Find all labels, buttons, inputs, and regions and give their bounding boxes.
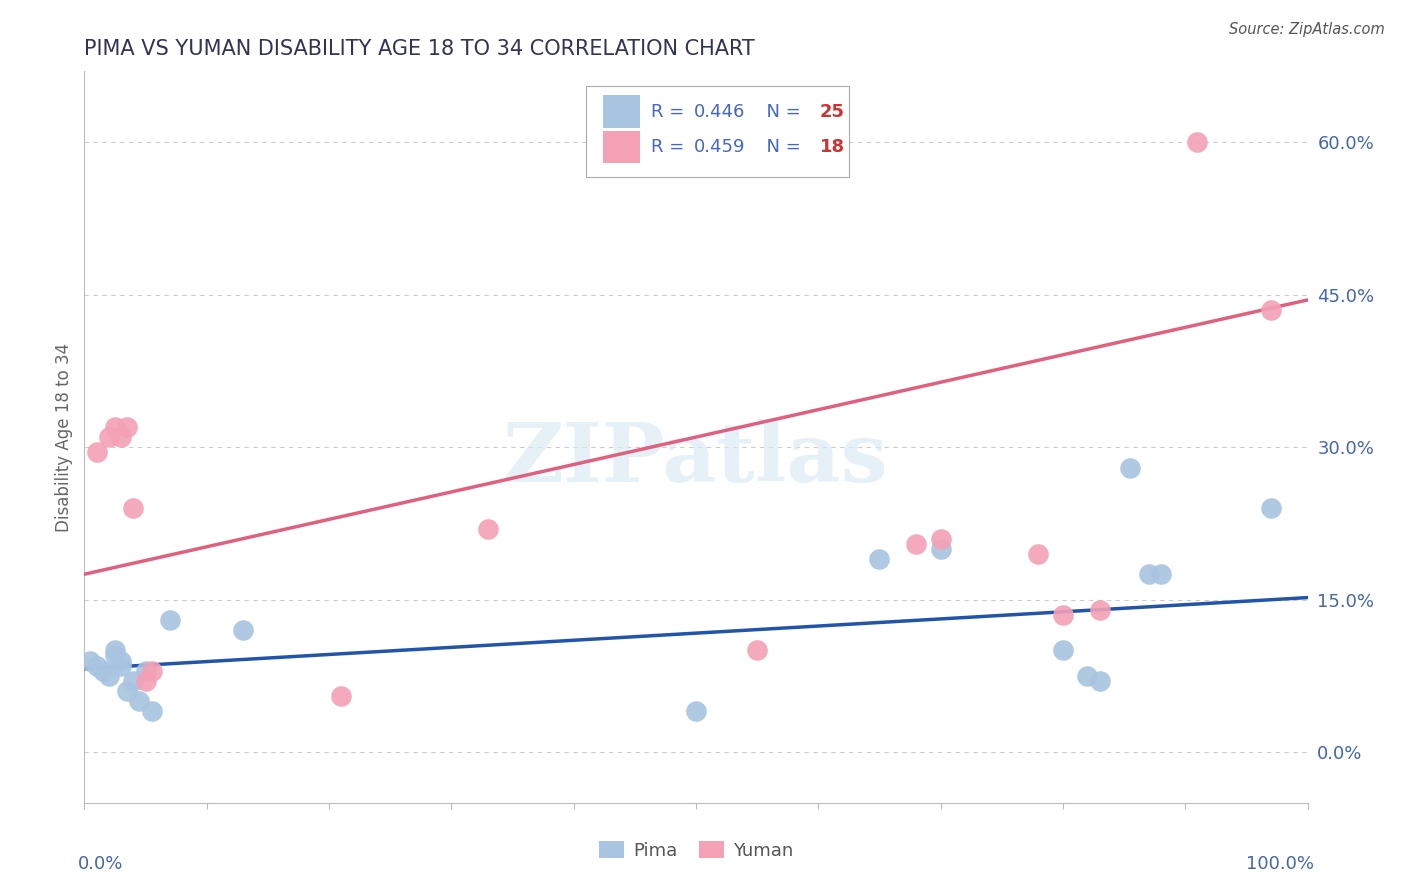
Point xyxy=(1260,303,1282,318)
Point xyxy=(1137,567,1160,582)
Text: 18: 18 xyxy=(820,137,845,156)
Y-axis label: Disability Age 18 to 34: Disability Age 18 to 34 xyxy=(55,343,73,532)
FancyBboxPatch shape xyxy=(603,130,640,163)
Point xyxy=(141,705,163,719)
Point xyxy=(86,445,108,459)
Point xyxy=(1076,669,1098,683)
Point xyxy=(685,705,707,719)
Point xyxy=(135,673,157,688)
Point xyxy=(1088,673,1111,688)
Point xyxy=(79,654,101,668)
Point xyxy=(122,673,145,688)
Point xyxy=(141,664,163,678)
Legend: Pima, Yuman: Pima, Yuman xyxy=(592,834,800,867)
Point xyxy=(135,664,157,678)
Point xyxy=(86,658,108,673)
Point xyxy=(91,664,114,678)
Point xyxy=(1150,567,1173,582)
Text: N =: N = xyxy=(755,137,806,156)
Point xyxy=(1088,603,1111,617)
Point xyxy=(1260,501,1282,516)
Point xyxy=(1187,136,1209,150)
Text: 0.0%: 0.0% xyxy=(79,855,124,873)
Point xyxy=(232,623,254,637)
Point xyxy=(110,430,132,444)
Point xyxy=(104,643,127,657)
Point xyxy=(929,532,952,546)
Point xyxy=(747,643,769,657)
Point xyxy=(104,648,127,663)
Point xyxy=(159,613,181,627)
Point xyxy=(330,689,353,703)
Point xyxy=(97,430,120,444)
Point xyxy=(122,501,145,516)
Point xyxy=(115,684,138,698)
Text: 0.459: 0.459 xyxy=(693,137,745,156)
Text: R =: R = xyxy=(651,103,690,120)
Point xyxy=(1119,460,1142,475)
FancyBboxPatch shape xyxy=(603,95,640,128)
FancyBboxPatch shape xyxy=(586,86,849,178)
Text: 100.0%: 100.0% xyxy=(1246,855,1313,873)
Point xyxy=(110,658,132,673)
Text: N =: N = xyxy=(755,103,806,120)
Point xyxy=(929,541,952,556)
Text: Source: ZipAtlas.com: Source: ZipAtlas.com xyxy=(1229,22,1385,37)
Point xyxy=(128,694,150,708)
Point xyxy=(97,669,120,683)
Point xyxy=(115,420,138,434)
Point xyxy=(869,552,891,566)
Point xyxy=(1028,547,1050,561)
Text: ZIPatlas: ZIPatlas xyxy=(503,419,889,499)
Point xyxy=(477,521,499,535)
Point xyxy=(905,537,928,551)
Point xyxy=(104,420,127,434)
Text: PIMA VS YUMAN DISABILITY AGE 18 TO 34 CORRELATION CHART: PIMA VS YUMAN DISABILITY AGE 18 TO 34 CO… xyxy=(84,38,755,59)
Text: 0.446: 0.446 xyxy=(693,103,745,120)
Text: 25: 25 xyxy=(820,103,845,120)
Point xyxy=(110,654,132,668)
Point xyxy=(1052,607,1074,622)
Point xyxy=(1052,643,1074,657)
Text: R =: R = xyxy=(651,137,690,156)
